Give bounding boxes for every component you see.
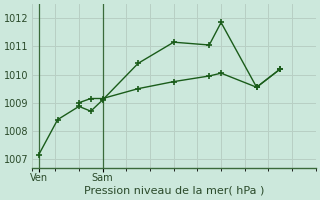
X-axis label: Pression niveau de la mer( hPa ): Pression niveau de la mer( hPa ) — [84, 186, 264, 196]
